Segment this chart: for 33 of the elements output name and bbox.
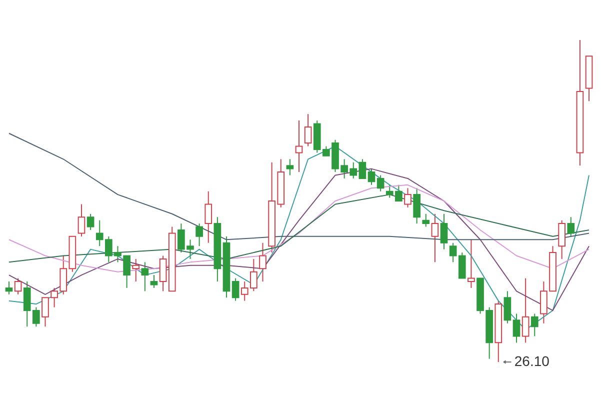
candlestick [504, 290, 512, 324]
candlestick [413, 188, 420, 224]
candlestick [204, 190, 212, 244]
candlestick [440, 213, 448, 250]
annotation: 26.10 [514, 353, 550, 369]
candlestick [286, 158, 294, 176]
candlestick [422, 213, 430, 228]
candlestick [512, 313, 520, 344]
candlestick [522, 278, 530, 344]
candlestick [376, 174, 384, 192]
candlestick [368, 168, 376, 186]
candlestick [449, 242, 457, 263]
candlestick [558, 220, 566, 260]
candlestick [431, 213, 439, 263]
candlestick [567, 216, 575, 237]
candlestick [404, 188, 412, 208]
candlestick [78, 204, 86, 237]
candlestick [86, 213, 94, 230]
candlestick [232, 278, 240, 302]
candlestick [458, 252, 466, 279]
candlestick [5, 281, 13, 295]
candlestick [358, 158, 366, 179]
candlestick [196, 223, 203, 247]
candlestick [468, 239, 475, 288]
candlestick [14, 278, 22, 295]
candlestick [141, 262, 149, 292]
candlestick [304, 114, 312, 147]
candlestick [295, 120, 303, 173]
candlestick [150, 274, 158, 288]
candlestick [159, 255, 167, 292]
candlestick [530, 313, 538, 337]
candlestick [132, 258, 140, 282]
candlestick [259, 242, 266, 282]
